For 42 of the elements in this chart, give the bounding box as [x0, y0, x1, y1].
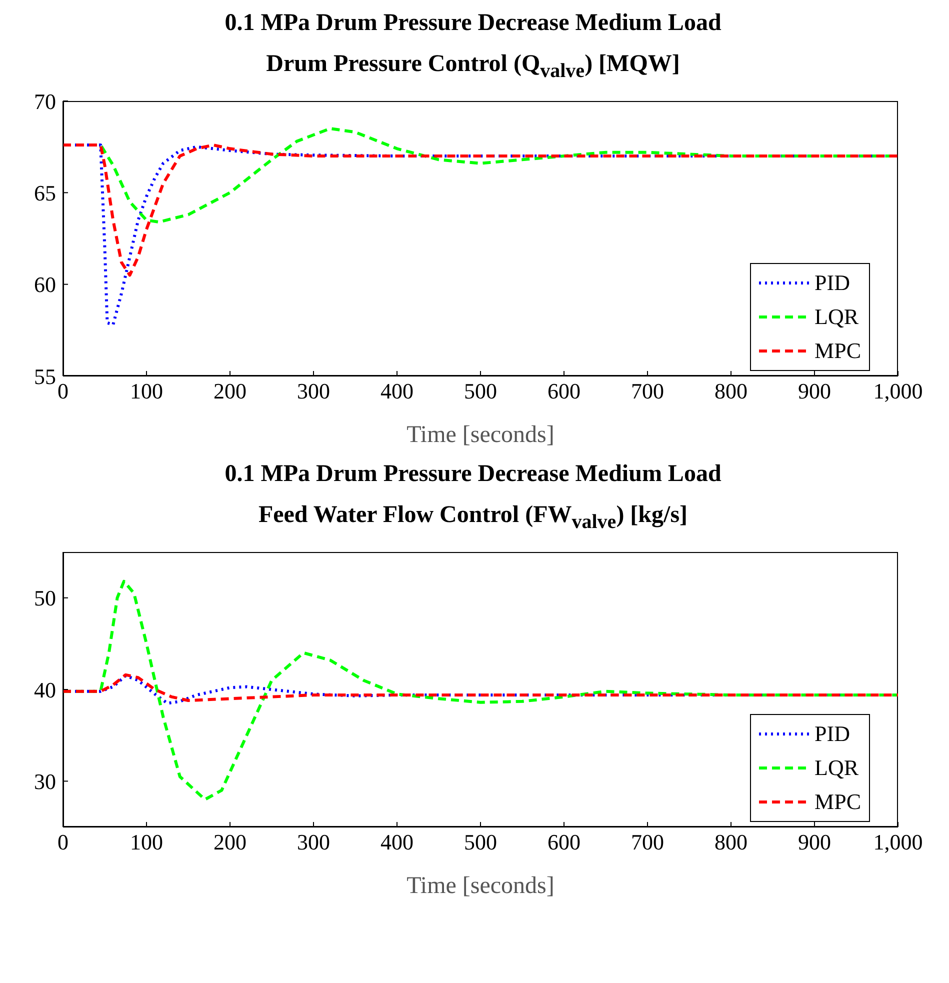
x-tick-label: 600	[548, 378, 580, 404]
x-tick-label: 200	[214, 378, 246, 404]
x-tick-label: 300	[297, 829, 330, 854]
chart-subtitle: Drum Pressure Control (Q$_{valve}$) [MQW]	[265, 51, 681, 83]
x-tick-label: 500	[464, 829, 497, 854]
x-tick-label: 100	[130, 378, 163, 404]
legend-label: MPC	[814, 336, 861, 365]
x-tick-label: 400	[380, 829, 414, 854]
chart-title: 0.1 MPa Drum Pressure Decrease Medium Load	[224, 10, 722, 37]
x-axis-title: Time [seconds]	[406, 422, 556, 449]
legend-label: PID	[814, 268, 850, 297]
legend-label: LQR	[814, 302, 859, 331]
legend-label: PID	[814, 720, 850, 748]
x-tick-label: 700	[631, 378, 664, 404]
y-tick-label: 40	[34, 676, 56, 702]
y-tick-label: 55	[34, 364, 56, 389]
x-tick-label: 100	[130, 829, 163, 854]
legend-label: MPC	[814, 788, 861, 816]
y-tick-label: 65	[34, 180, 56, 206]
chart-subtitle: Feed Water Flow Control (FW$_{valve}$) [kg/s]	[257, 502, 689, 534]
x-tick-label: 300	[297, 378, 330, 404]
x-tick-label: 900	[798, 829, 831, 854]
y-tick-label: 70	[34, 88, 56, 114]
y-tick-label: 30	[34, 768, 56, 794]
chart-title: 0.1 MPa Drum Pressure Decrease Medium Load	[224, 460, 722, 488]
x-tick-label: 700	[631, 829, 664, 854]
y-tick-label: 50	[34, 585, 56, 610]
x-tick-label: 0	[58, 378, 68, 404]
line-series	[63, 143, 898, 276]
x-tick-label: 1,000	[873, 378, 923, 404]
x-tick-label: 1,000	[873, 829, 923, 854]
x-tick-label: 800	[714, 378, 748, 404]
x-tick-label: 500	[464, 378, 497, 404]
x-tick-label: 900	[798, 378, 831, 404]
legend-label: LQR	[814, 754, 859, 782]
y-tick-label: 60	[34, 272, 56, 297]
x-tick-label: 0	[58, 829, 68, 854]
x-tick-label: 400	[380, 378, 414, 404]
x-tick-label: 600	[548, 829, 580, 854]
x-axis-title: Time [seconds]	[406, 872, 556, 900]
x-tick-label: 800	[714, 829, 748, 854]
x-tick-label: 200	[214, 829, 246, 854]
